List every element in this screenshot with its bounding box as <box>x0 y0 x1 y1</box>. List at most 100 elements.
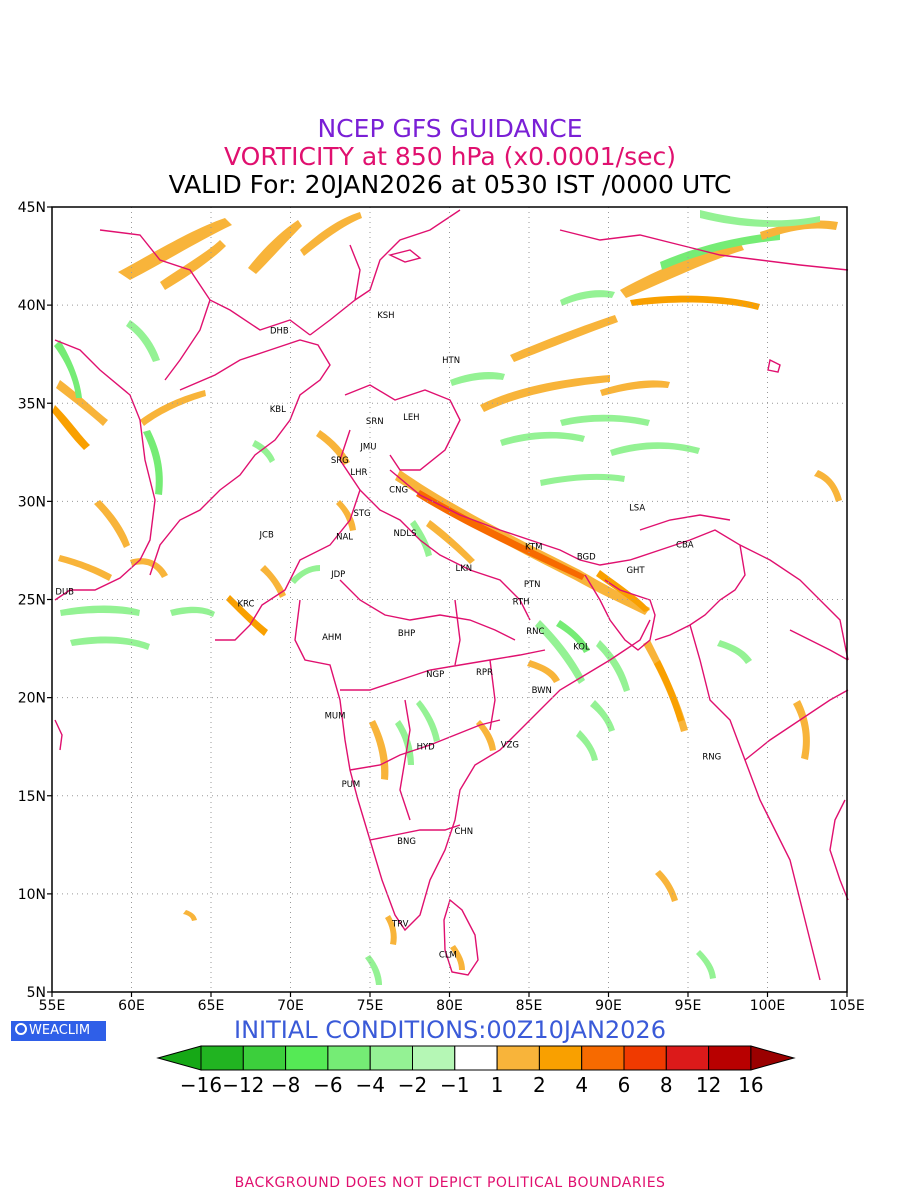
colorbar-segment <box>665 1045 710 1071</box>
city-label-clm: CLM <box>439 951 457 961</box>
lon-label: 100E <box>750 998 786 1014</box>
lon-label: 60E <box>118 998 145 1014</box>
logo-circle-icon <box>15 1023 27 1035</box>
city-label-dhb: DHB <box>270 327 289 337</box>
colorbar-label: 6 <box>618 1073 631 1097</box>
lat-label: 10N <box>18 887 46 903</box>
lat-label: 45N <box>18 200 46 216</box>
city-label-krc: KRC <box>237 599 254 609</box>
colorbar-label: 1 <box>491 1073 504 1097</box>
colorbar-segment <box>369 1045 414 1071</box>
city-label-kol: KOL <box>573 643 590 653</box>
lat-label: 25N <box>18 593 46 609</box>
title-line-3: VALID For: 20JAN2026 at 0530 IST /0000 U… <box>168 170 732 199</box>
city-label-bwn: BWN <box>532 686 552 696</box>
city-label-cba: CBA <box>676 541 694 551</box>
city-label-pum: PUM <box>342 780 361 790</box>
lon-label: 70E <box>277 998 304 1014</box>
city-label-hyd: HYD <box>417 743 436 753</box>
lat-label: 35N <box>18 396 46 412</box>
colorbar-label: 2 <box>533 1073 546 1097</box>
city-label-bhp: BHP <box>398 629 415 639</box>
city-label-ahm: AHM <box>322 633 342 643</box>
lon-label: 65E <box>198 998 225 1014</box>
city-label-jcb: JCB <box>259 531 274 541</box>
weaclim-logo: WEACLIM <box>11 1021 106 1041</box>
colorbar <box>156 1045 796 1071</box>
city-label-nal: NAL <box>336 533 353 543</box>
city-label-rnc: RNC <box>526 627 544 637</box>
city-label-rng: RNG <box>702 753 721 763</box>
city-label-bng: BNG <box>397 837 416 847</box>
colorbar-segment <box>285 1045 329 1071</box>
lat-label: 15N <box>18 789 46 805</box>
city-label-chn: CHN <box>454 827 473 837</box>
city-label-ksh: KSH <box>377 311 394 321</box>
colorbar-label: 4 <box>575 1073 588 1097</box>
colorbar-segment <box>623 1045 667 1071</box>
colorbar-segment <box>538 1045 583 1071</box>
city-label-mum: MUM <box>325 711 346 721</box>
colorbar-labels: −16 −12 −8 −6 −4 −2 −1 1 2 4 6 8 12 16 <box>180 1073 764 1097</box>
city-label-vzg: VZG <box>501 741 519 751</box>
city-label-htn: HTN <box>442 356 460 366</box>
lat-label: 20N <box>18 691 46 707</box>
lon-label: 75E <box>357 998 384 1014</box>
initial-conditions-label: INITIAL CONDITIONS:00Z10JAN2026 <box>234 1016 666 1044</box>
colorbar-label: −6 <box>313 1073 342 1097</box>
colorbar-right-arrow <box>750 1045 796 1071</box>
lon-label: 85E <box>516 998 543 1014</box>
colorbar-label: −4 <box>355 1073 384 1097</box>
lon-label: 95E <box>675 998 702 1014</box>
city-label-ght: GHT <box>626 566 645 576</box>
colorbar-segment <box>242 1045 287 1071</box>
lat-axis-labels: 45N 40N 35N 30N 25N 20N 15N 10N 5N <box>18 200 46 1001</box>
colorbar-label: −16 <box>180 1073 222 1097</box>
title-line-1: NCEP GFS GUIDANCE <box>317 114 583 143</box>
lon-label: 55E <box>39 998 66 1014</box>
city-label-srg: SRG <box>331 456 349 466</box>
colorbar-segment <box>496 1045 540 1071</box>
city-label-jdp: JDP <box>330 570 345 580</box>
lat-lon-grid <box>52 207 847 992</box>
lon-label: 105E <box>829 998 865 1014</box>
city-label-rth: RTH <box>513 597 530 607</box>
city-label-kbl: KBL <box>270 405 286 415</box>
lon-label: 80E <box>436 998 463 1014</box>
colorbar-label: −1 <box>440 1073 469 1097</box>
title-line-2: VORTICITY at 850 hPa (x0.0001/sec) <box>223 142 676 171</box>
colorbar-left-arrow <box>156 1045 202 1071</box>
colorbar-label: −12 <box>222 1073 264 1097</box>
city-label-lkn: LKN <box>455 564 472 574</box>
city-label-stg: STG <box>353 509 370 519</box>
colorbar-label: −2 <box>398 1073 427 1097</box>
colorbar-segment <box>200 1045 244 1071</box>
city-label-dub: DUB <box>55 588 74 598</box>
lat-label: 5N <box>27 985 46 1001</box>
lon-axis-labels: 55E 60E 65E 70E 75E 80E 85E 90E 95E 100E 105E <box>39 998 865 1014</box>
footer-disclaimer: BACKGROUND DOES NOT DEPICT POLITICAL BOU… <box>234 1175 666 1191</box>
city-label-srn: SRN <box>366 417 384 427</box>
city-label-ndls: NDLS <box>393 529 416 539</box>
lat-label: 40N <box>18 298 46 314</box>
city-label-trv: TRV <box>391 919 409 929</box>
colorbar-segment <box>708 1045 752 1071</box>
city-label-ktm: KTM <box>525 543 542 553</box>
colorbar-segment <box>581 1045 625 1071</box>
logo-text: WEACLIM <box>29 1023 91 1038</box>
city-label-rpr: RPR <box>476 668 493 678</box>
colorbar-label: 16 <box>738 1073 763 1097</box>
colorbar-label: −8 <box>271 1073 300 1097</box>
colorbar-label: 8 <box>660 1073 673 1097</box>
city-label-bgd: BGD <box>577 552 596 562</box>
lat-label: 30N <box>18 494 46 510</box>
colorbar-segment <box>327 1045 371 1071</box>
city-label-lsa: LSA <box>629 503 645 513</box>
city-label-ngp: NGP <box>426 670 444 680</box>
lon-label: 90E <box>595 998 622 1014</box>
city-label-leh: LEH <box>403 413 420 423</box>
colorbar-label: 12 <box>696 1073 721 1097</box>
country-boundaries <box>54 209 849 981</box>
